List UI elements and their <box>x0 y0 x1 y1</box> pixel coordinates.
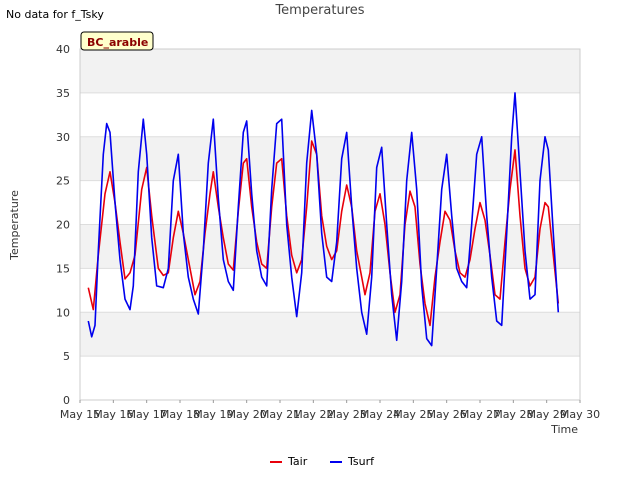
band-15-20 <box>80 224 580 269</box>
legend: Tair Tsurf <box>270 455 375 468</box>
background-bands <box>80 49 580 400</box>
y-axis-label: Temperature <box>8 190 21 261</box>
no-data-note: No data for f_Tsky <box>6 8 104 21</box>
y-tick-label: 10 <box>56 306 70 319</box>
y-tick-label: 5 <box>63 350 70 363</box>
series-line-tair <box>87 140 560 327</box>
site-label-box: BC_arable <box>80 31 154 51</box>
legend-label-tair: Tair <box>287 455 308 468</box>
x-tick-label: May 22 <box>293 408 333 421</box>
x-tick-label: May 16 <box>93 408 133 421</box>
x-tick-label: May 20 <box>227 408 267 421</box>
x-tick-label: May 26 <box>427 408 467 421</box>
y-tick-label: 35 <box>56 87 70 100</box>
y-tick-label: 15 <box>56 262 70 275</box>
x-tick-label: May 18 <box>160 408 200 421</box>
y-tick-label: 25 <box>56 175 70 188</box>
x-tick-label: May 21 <box>260 408 300 421</box>
band-30-35 <box>80 92 580 137</box>
site-label: BC_arable <box>87 36 148 49</box>
x-axis-label: Time <box>550 423 578 436</box>
plot-frame <box>79 48 581 401</box>
x-tick-label: May 23 <box>327 408 367 421</box>
x-tick-label: May 25 <box>393 408 433 421</box>
chart-title: Temperatures <box>274 3 364 18</box>
x-tick-label: May 24 <box>360 408 400 421</box>
y-tick-label: 40 <box>56 43 70 56</box>
y-tick-label: 30 <box>56 131 70 144</box>
x-tick-label: May 15 <box>60 408 100 421</box>
series-lines <box>87 92 560 347</box>
y-tick-label: 20 <box>56 219 70 232</box>
x-tick-label: May 17 <box>127 408 167 421</box>
y-tick-label: 0 <box>63 394 70 407</box>
series-line-tsurf <box>87 92 560 347</box>
x-tick-label: May 28 <box>493 408 533 421</box>
x-tick-label: May 19 <box>193 408 233 421</box>
y-axis-ticks: 0 5 10 15 20 25 30 35 40 <box>56 43 70 407</box>
band-0-5 <box>80 356 580 400</box>
band-35-40 <box>80 49 580 93</box>
band-20-25 <box>80 180 580 225</box>
legend-label-tsurf: Tsurf <box>347 455 375 468</box>
band-25-30 <box>80 136 580 181</box>
x-tick-label: May 29 <box>527 408 567 421</box>
band-5-10 <box>80 312 580 357</box>
x-tick-label: May 27 <box>460 408 500 421</box>
site-label-background <box>80 31 154 51</box>
x-tick-label: May 30 <box>560 408 600 421</box>
